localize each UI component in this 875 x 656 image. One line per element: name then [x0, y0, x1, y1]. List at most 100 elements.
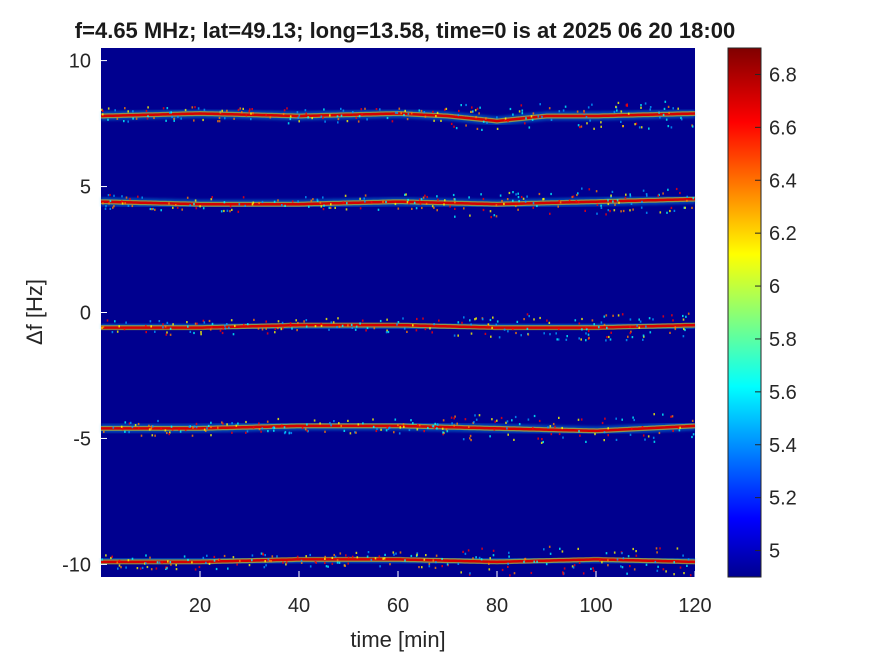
trace-speckle [322, 196, 324, 199]
trace-speckle [445, 107, 448, 110]
trace-speckle [340, 424, 342, 428]
trace-speckle [235, 424, 238, 427]
trace-speckle [420, 198, 423, 201]
trace-speckle [521, 112, 524, 115]
trace-speckle [394, 111, 397, 114]
trace-speckle [248, 564, 251, 567]
trace-speckle [265, 564, 267, 567]
trace-speckle [359, 322, 361, 325]
trace-speckle [323, 108, 325, 111]
trace-speckle [540, 441, 543, 444]
trace-speckle [227, 567, 229, 570]
trace-speckle [573, 564, 576, 567]
trace-speckle [435, 554, 438, 557]
trace-speckle [357, 120, 360, 123]
trace-speckle [683, 572, 685, 575]
trace-speckle [468, 196, 470, 199]
trace-speckle [109, 193, 111, 197]
trace-speckle [334, 555, 337, 558]
trace-speckle [444, 199, 446, 202]
trace-speckle [128, 431, 130, 434]
trace-speckle [289, 322, 292, 325]
trace-speckle [442, 419, 445, 422]
trace-speckle [305, 319, 308, 322]
trace-speckle [231, 431, 233, 434]
trace-speckle [108, 202, 110, 205]
trace-speckle [621, 313, 624, 316]
colorbar [727, 47, 762, 578]
trace-speckle [252, 426, 255, 429]
trace-speckle [364, 200, 366, 203]
trace-speckle [101, 326, 103, 329]
trace-speckle [155, 567, 158, 570]
trace-speckle [453, 424, 455, 427]
trace-speckle [123, 328, 126, 331]
trace-speckle [237, 210, 240, 213]
trace-speckle [470, 439, 472, 442]
trace-speckle [375, 108, 378, 111]
trace-speckle [542, 198, 544, 201]
trace-speckle [329, 206, 332, 209]
trace-speckle [281, 321, 284, 324]
trace-speckle [493, 214, 496, 217]
trace-speckle [306, 429, 309, 432]
trace-speckle [431, 205, 434, 208]
trace-speckle [175, 204, 177, 207]
trace-speckle [170, 425, 173, 428]
trace-speckle [495, 215, 498, 218]
trace-speckle [418, 566, 420, 569]
trace-speckle [125, 196, 128, 199]
trace-speckle [558, 432, 561, 436]
trace-speckle [533, 414, 536, 418]
trace-speckle [450, 416, 453, 419]
trace-speckle [525, 117, 527, 120]
trace-speckle [671, 314, 673, 317]
trace-speckle [236, 563, 238, 566]
trace-speckle [113, 205, 115, 208]
trace-speckle [607, 564, 609, 567]
trace-speckle [434, 566, 437, 569]
trace-speckle [433, 206, 435, 209]
colorbar-tick-label: 6.8 [769, 64, 797, 86]
trace-speckle [291, 327, 293, 330]
trace-speckle [156, 561, 159, 564]
trace-speckle [508, 551, 510, 554]
trace-speckle [347, 324, 349, 327]
trace-speckle [204, 429, 207, 432]
trace-speckle [210, 434, 212, 437]
trace-speckle [152, 425, 154, 428]
trace-speckle [416, 428, 419, 431]
trace-speckle [468, 573, 471, 576]
trace-speckle [636, 324, 638, 327]
trace-speckle [565, 338, 568, 341]
trace-speckle [659, 547, 661, 550]
trace-speckle [141, 566, 144, 569]
y-tick-label: 5 [80, 177, 91, 199]
trace-speckle [304, 109, 307, 112]
trace-speckle [610, 331, 612, 334]
trace-speckle [391, 120, 394, 123]
trace-speckle [237, 422, 239, 425]
trace-speckle [581, 328, 583, 331]
trace-speckle [355, 551, 358, 554]
trace-speckle [217, 426, 219, 429]
trace-speckle [421, 206, 423, 210]
trace-speckle [659, 211, 662, 214]
trace-speckle [217, 558, 220, 561]
trace-speckle [304, 428, 307, 431]
trace-speckle [607, 559, 609, 562]
x-tick-label: 120 [678, 595, 711, 617]
trace-speckle [645, 325, 647, 328]
trace-speckle [536, 204, 538, 208]
trace-speckle [638, 326, 641, 329]
trace-speckle [352, 111, 354, 114]
trace-speckle [202, 319, 205, 322]
trace-speckle [375, 429, 378, 433]
trace-speckle [496, 419, 498, 422]
trace-speckle [500, 416, 503, 420]
trace-core [101, 197, 696, 206]
trace-speckle [432, 110, 434, 113]
trace-speckle [691, 435, 693, 439]
trace-speckle [622, 209, 625, 213]
trace-speckle [191, 434, 194, 437]
